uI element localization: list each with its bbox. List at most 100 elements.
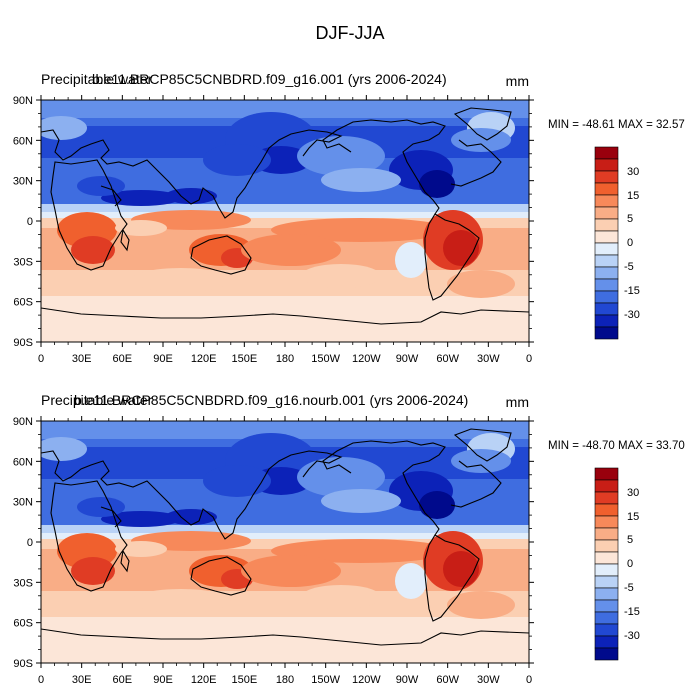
colorbar-swatch (594, 302, 619, 316)
panel-2-colorbar-label: -5 (624, 582, 634, 594)
coastline-path (50, 159, 128, 271)
coastline-path (322, 440, 446, 536)
contour-band (41, 204, 529, 213)
panel-2-min-max: MIN = -48.70 MAX = 33.70 (548, 440, 685, 452)
y-tick-label: 60N (13, 456, 33, 468)
y-tick-label: 90N (13, 95, 33, 107)
panel-1-min-max: MIN = -48.61 MAX = 32.57 (548, 119, 685, 131)
colorbar-swatch (594, 479, 619, 493)
x-tick-label: 150W (311, 674, 340, 686)
contour-feature (115, 220, 167, 236)
colorbar-swatch (594, 170, 619, 184)
x-tick-label: 180 (276, 353, 294, 365)
contour-feature (71, 557, 115, 585)
contour-feature (271, 539, 451, 563)
coastline-path (41, 307, 529, 325)
panel-2-contour-field (41, 421, 529, 663)
panel-1-colorbar-label: 15 (627, 190, 639, 202)
contour-feature (41, 437, 87, 461)
panel-1-colorbar-label: -15 (624, 285, 640, 297)
x-tick-label: 0 (526, 353, 532, 365)
coastline-path (100, 185, 122, 207)
x-tick-label: 150W (311, 353, 340, 365)
x-tick-label: 120W (352, 674, 381, 686)
panel-2-colorbar-label: -15 (624, 606, 640, 618)
x-tick-label: 90W (396, 353, 419, 365)
coastline-path (100, 506, 122, 528)
x-tick-label: 30E (72, 674, 92, 686)
panel-1-colorbar-label: 30 (627, 166, 639, 178)
contour-feature (447, 270, 515, 298)
contour-feature (395, 563, 427, 599)
coastline-path (424, 534, 480, 622)
contour-feature (271, 218, 451, 242)
colorbar-swatch (594, 503, 619, 517)
contour-feature (419, 170, 455, 198)
colorbar-swatch (594, 230, 619, 244)
contour-band (41, 100, 529, 119)
colorbar-swatch (594, 611, 619, 625)
colorbar-swatch (594, 182, 619, 196)
figure-title: DJF-JJA (316, 23, 385, 43)
y-tick-label: 90S (13, 337, 33, 349)
panel-2-axes: 0 30E 60E 90E 120E 150E 180 150W 120W 90W 60W 30W 09… (13, 416, 534, 686)
panel-2-colorbar: 30 15 5 0 -5 -15 -30 (594, 467, 640, 661)
contour-feature (203, 144, 271, 176)
contour-feature (443, 230, 479, 266)
contour-feature (443, 551, 479, 587)
colorbar-swatch (594, 266, 619, 280)
panel-2-colorbar-label: -30 (624, 630, 640, 642)
colorbar-swatch (594, 623, 619, 637)
colorbar-swatch (594, 575, 619, 589)
contour-band (41, 533, 529, 540)
contour-feature (131, 268, 231, 292)
panel-2-coastlines (41, 428, 529, 646)
y-tick-label: 0 (27, 216, 33, 228)
colorbar-swatch (594, 254, 619, 268)
x-tick-label: 120E (191, 674, 217, 686)
panel-2-units: mm (506, 394, 529, 410)
x-tick-label: 0 (38, 674, 44, 686)
y-tick-label: 30N (13, 497, 33, 509)
contour-feature (131, 589, 231, 613)
coastline-path (190, 556, 252, 596)
colorbar-swatch (594, 527, 619, 541)
panel-2-colorbar-label: 0 (627, 558, 633, 570)
x-tick-label: 0 (526, 674, 532, 686)
panel-1-coastlines (41, 107, 529, 325)
contour-feature (115, 541, 167, 557)
colorbar-swatch (594, 290, 619, 304)
coastline-path (50, 480, 128, 592)
panel-1-colorbar: 30 15 5 0 -5 -15 -30 (594, 146, 640, 340)
x-tick-label: 30W (477, 353, 500, 365)
x-tick-label: 60E (113, 353, 133, 365)
x-tick-label: 90W (396, 674, 419, 686)
colorbar-swatch (594, 158, 619, 172)
colorbar-swatch (594, 491, 619, 505)
coastline-path (120, 549, 130, 573)
colorbar-swatch (594, 194, 619, 208)
contour-feature (203, 465, 271, 497)
panel-2-colorbar-label: 15 (627, 511, 639, 523)
coastline-path (453, 428, 512, 462)
colorbar-swatch (594, 635, 619, 649)
coastline-path (450, 139, 502, 187)
y-tick-label: 30N (13, 176, 33, 188)
contour-band (41, 617, 529, 642)
colorbar-swatch (594, 539, 619, 553)
panel-1-case-title: b.e11.BRCP85C5CNBDRD.f09_g16.001 (yrs 20… (92, 71, 447, 87)
x-tick-label: 60W (436, 353, 459, 365)
panel-1-contour-field (41, 100, 529, 342)
panel-1-colorbar-label: 0 (627, 237, 633, 249)
x-tick-label: 30W (477, 674, 500, 686)
contour-feature (301, 585, 381, 609)
coastline-path (424, 213, 480, 301)
x-tick-label: 180 (276, 674, 294, 686)
y-tick-label: 90N (13, 416, 33, 428)
contour-feature (101, 511, 181, 527)
map-panel-1: Precipitable water b.e11.BRCP85C5CNBDRD.… (13, 71, 685, 365)
contour-feature (41, 116, 87, 140)
x-tick-label: 90E (153, 353, 173, 365)
contour-feature (297, 457, 385, 497)
colorbar-swatch (594, 587, 619, 601)
